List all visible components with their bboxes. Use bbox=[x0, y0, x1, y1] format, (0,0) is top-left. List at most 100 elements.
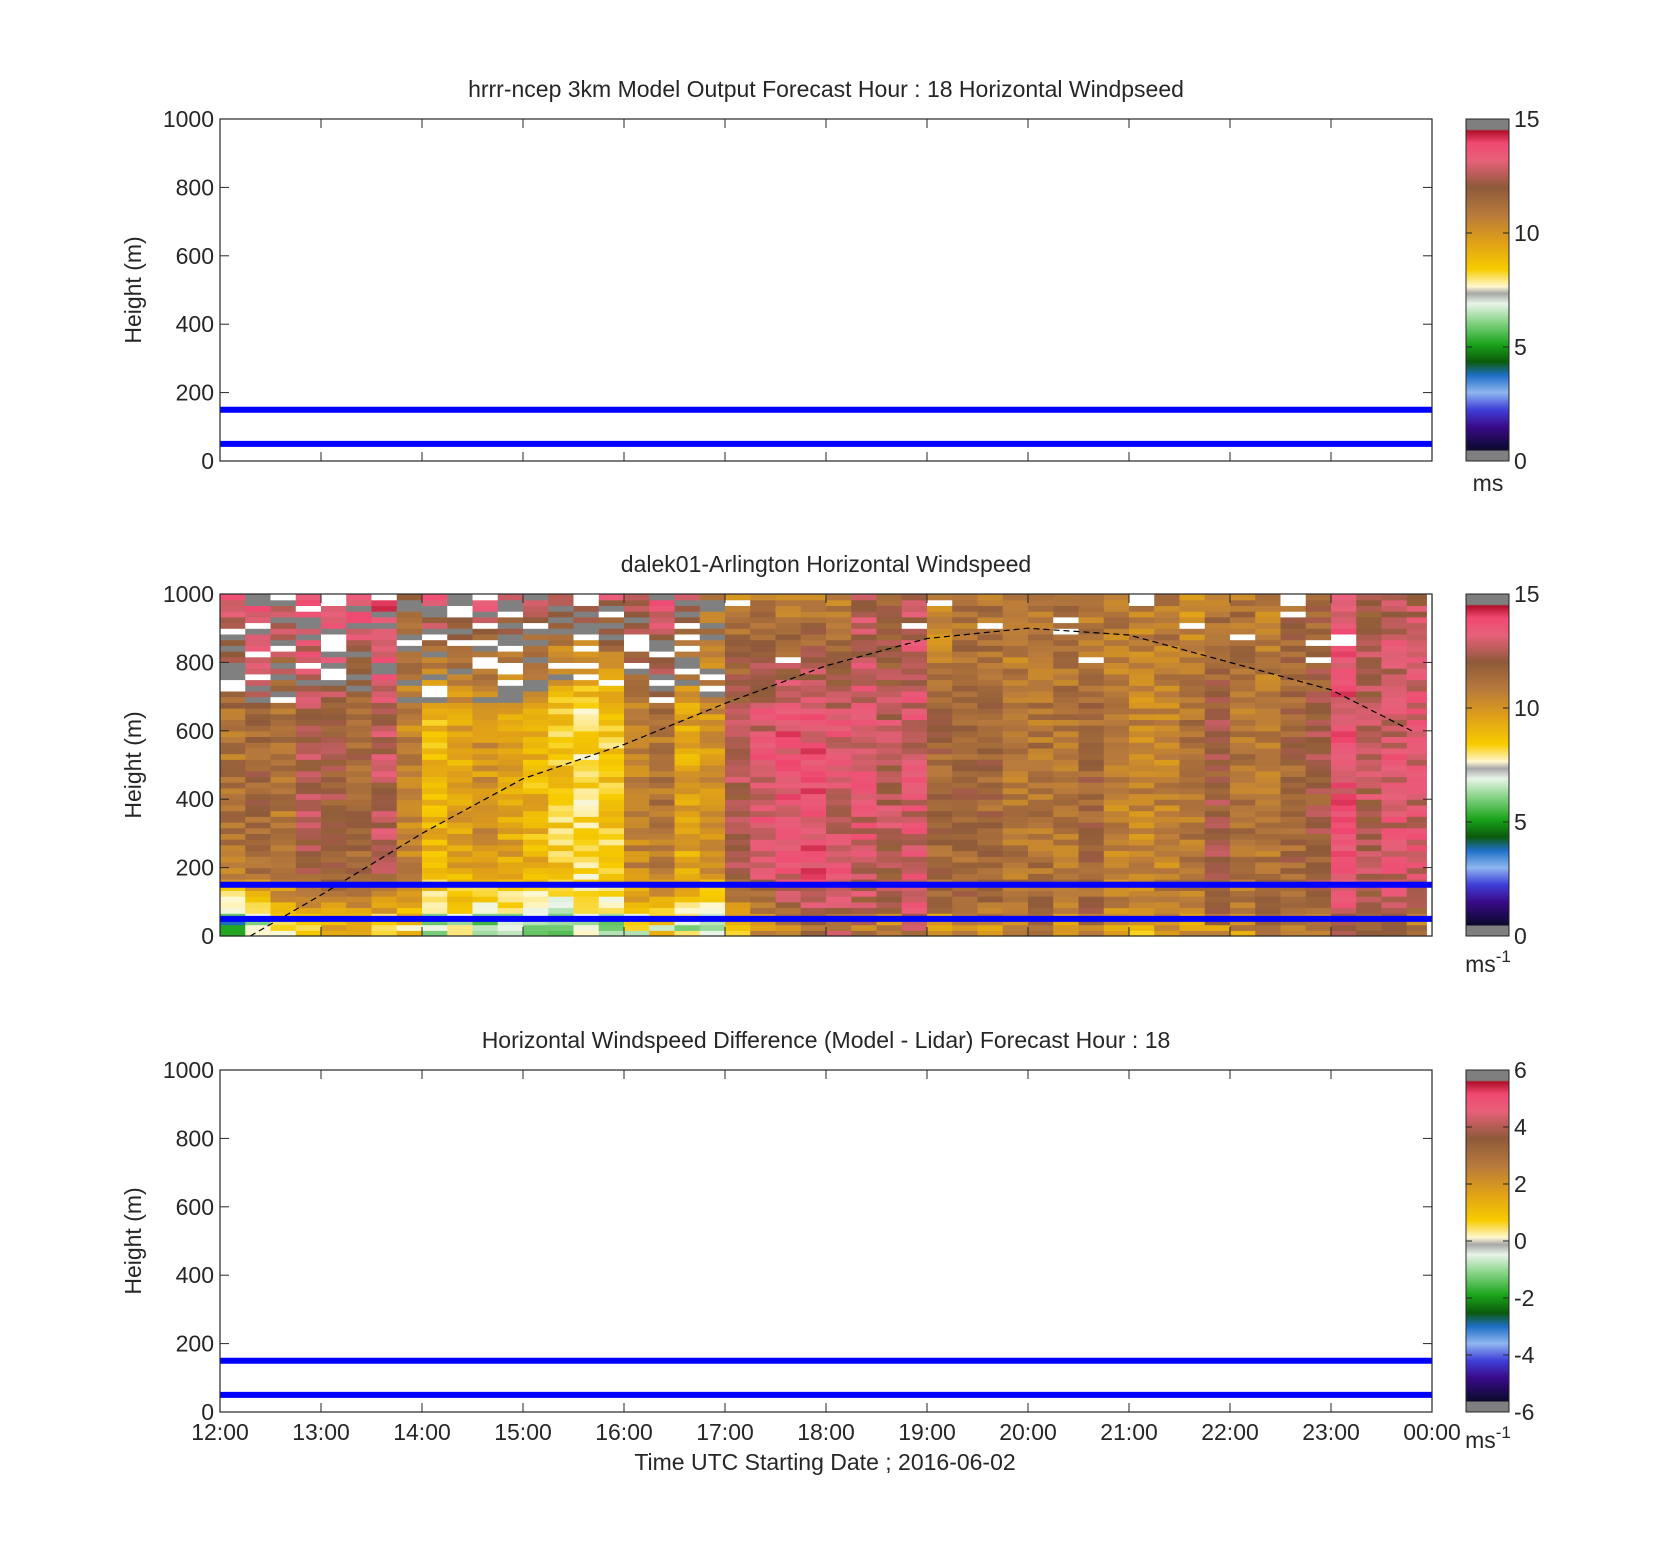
heatmap-cell bbox=[295, 810, 322, 817]
heatmap-cell bbox=[1331, 753, 1357, 760]
heatmap-cell bbox=[548, 896, 575, 903]
heatmap-cell bbox=[826, 799, 852, 806]
heatmap-cell bbox=[977, 747, 1004, 755]
heatmap-cell bbox=[1255, 628, 1282, 635]
heatmap-cell bbox=[497, 736, 524, 743]
heatmap-cell bbox=[1331, 930, 1357, 937]
heatmap-cell bbox=[270, 907, 297, 914]
heatmap-cell bbox=[649, 713, 676, 720]
heatmap-cell bbox=[1204, 690, 1231, 698]
heatmap-cell bbox=[1204, 747, 1231, 755]
heatmap-cell bbox=[1255, 730, 1282, 738]
heatmap-cell bbox=[725, 594, 751, 601]
heatmap-cell bbox=[1305, 873, 1332, 880]
heatmap-cell bbox=[1154, 782, 1181, 789]
heatmap-cell bbox=[548, 679, 575, 686]
heatmap-cell bbox=[1305, 662, 1332, 669]
heatmap-cell bbox=[548, 884, 575, 891]
heatmap-cell bbox=[447, 662, 474, 669]
heatmap-cell bbox=[1028, 930, 1054, 937]
heatmap-cell bbox=[851, 594, 878, 601]
heatmap-cell bbox=[1406, 753, 1433, 760]
heatmap-cell bbox=[775, 793, 802, 800]
heatmap-cell bbox=[270, 873, 297, 880]
heatmap-cell bbox=[523, 867, 549, 874]
heatmap-cell bbox=[1179, 605, 1206, 612]
heatmap-cell bbox=[270, 605, 297, 612]
heatmap-cell bbox=[346, 884, 373, 891]
heatmap-cell bbox=[295, 787, 322, 795]
heatmap-cell bbox=[396, 696, 423, 703]
heatmap-cell bbox=[775, 616, 802, 624]
heatmap-cell bbox=[1129, 844, 1155, 852]
heatmap-cell bbox=[1129, 810, 1155, 817]
heatmap-cell bbox=[1103, 719, 1130, 726]
heatmap-cell bbox=[699, 765, 726, 772]
heatmap-cell bbox=[1381, 827, 1408, 834]
heatmap-cell bbox=[826, 696, 852, 703]
heatmap-cell bbox=[1406, 867, 1433, 874]
heatmap-cell bbox=[1028, 901, 1054, 909]
heatmap-cell bbox=[1103, 867, 1130, 874]
heatmap-cell bbox=[598, 765, 625, 772]
heatmap-cell bbox=[927, 702, 953, 709]
heatmap-cell bbox=[1028, 776, 1054, 783]
heatmap-cell bbox=[1381, 747, 1408, 755]
heatmap-cell bbox=[598, 639, 625, 646]
heatmap-cell bbox=[321, 816, 347, 823]
heatmap-cell bbox=[901, 639, 928, 646]
heatmap-cell bbox=[1078, 673, 1105, 681]
heatmap-cell bbox=[1103, 599, 1130, 606]
heatmap-cell bbox=[725, 861, 751, 869]
heatmap-cell bbox=[472, 730, 499, 738]
heatmap-cell bbox=[573, 685, 600, 692]
heatmap-cell bbox=[1204, 639, 1231, 646]
heatmap-cell bbox=[548, 873, 575, 880]
heatmap-cell bbox=[750, 736, 777, 743]
panel-1: hrrr-ncep 3km Model Output Forecast Hour… bbox=[120, 76, 1540, 496]
heatmap-cell bbox=[977, 770, 1004, 777]
heatmap-cell bbox=[775, 884, 802, 891]
heatmap-cell bbox=[346, 753, 373, 760]
heatmap-cell bbox=[624, 628, 650, 635]
heatmap-cell bbox=[295, 850, 322, 857]
heatmap-cell bbox=[1255, 884, 1282, 891]
heatmap-cell bbox=[1381, 787, 1408, 795]
heatmap-cell bbox=[851, 890, 878, 897]
heatmap-cell bbox=[876, 639, 903, 646]
heatmap-cell bbox=[396, 713, 423, 720]
heatmap-cell bbox=[750, 884, 777, 891]
colorbar-tick-label: 5 bbox=[1514, 334, 1527, 360]
heatmap-cell bbox=[1305, 719, 1332, 726]
heatmap-cell bbox=[1129, 856, 1155, 863]
heatmap-cell bbox=[851, 896, 878, 903]
heatmap-cell bbox=[497, 930, 524, 937]
y-tick-label: 600 bbox=[176, 243, 214, 269]
heatmap-cell bbox=[497, 890, 524, 897]
heatmap-cell bbox=[1103, 924, 1130, 931]
heatmap-cell bbox=[548, 656, 575, 663]
heatmap-cell bbox=[1129, 594, 1155, 601]
heatmap-cell bbox=[548, 730, 575, 738]
heatmap-cell bbox=[1103, 839, 1130, 846]
heatmap-cell bbox=[472, 599, 499, 606]
heatmap-cell bbox=[1002, 867, 1029, 874]
heatmap-cell bbox=[1356, 611, 1383, 618]
heatmap-cell bbox=[321, 633, 347, 641]
heatmap-cell bbox=[396, 668, 423, 675]
heatmap-cell bbox=[321, 708, 347, 715]
heatmap-cell bbox=[725, 918, 751, 926]
heatmap-cell bbox=[523, 822, 549, 829]
heatmap-cell bbox=[598, 793, 625, 800]
heatmap-cell bbox=[422, 839, 448, 846]
heatmap-cell bbox=[1381, 890, 1408, 897]
heatmap-cell bbox=[245, 765, 272, 772]
heatmap-cell bbox=[1331, 759, 1357, 766]
heatmap-cell bbox=[472, 822, 499, 829]
heatmap-cell bbox=[1280, 673, 1307, 681]
heatmap-cell bbox=[1053, 833, 1080, 840]
heatmap-cell bbox=[598, 742, 625, 749]
heatmap-cell bbox=[1331, 668, 1357, 675]
heatmap-cell bbox=[523, 639, 549, 646]
heatmap-cell bbox=[674, 890, 701, 897]
